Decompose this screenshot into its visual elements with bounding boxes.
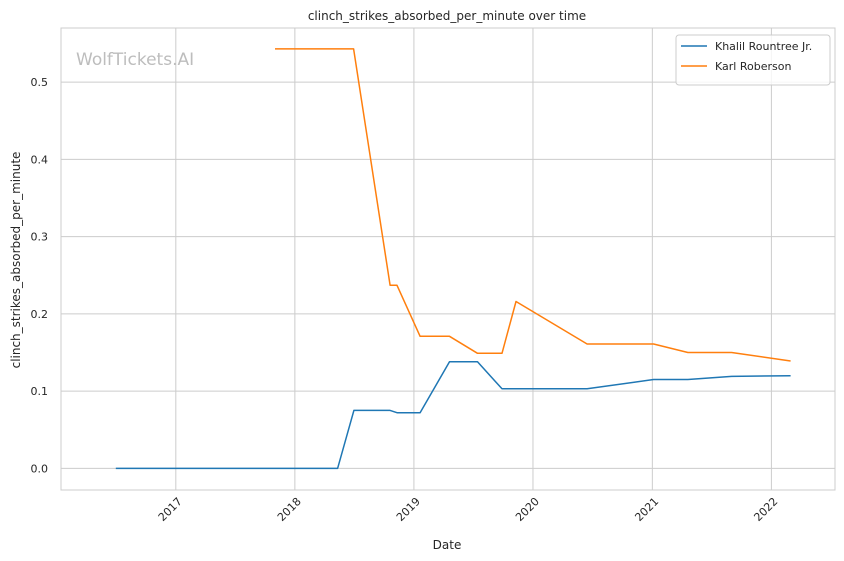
- series-line-2: [275, 48, 791, 362]
- y-tick-label: 0.1: [31, 385, 49, 398]
- y-tick-label: 0.2: [31, 308, 49, 321]
- legend-label-2: Karl Roberson: [715, 60, 791, 73]
- y-tick-label: 0.4: [31, 153, 49, 166]
- plot-frame: [60, 27, 836, 491]
- watermark: WolfTickets.AI: [76, 50, 194, 70]
- y-axis: 0.0 0.1 0.2 0.3 0.4 0.5: [31, 76, 49, 475]
- y-tick-label: 0.5: [31, 76, 49, 89]
- legend-label-1: Khalil Rountree Jr.: [715, 40, 812, 53]
- series-lines: [115, 48, 791, 470]
- y-tick-label: 0.0: [31, 462, 49, 475]
- legend: Khalil Rountree Jr. Karl Roberson: [675, 34, 831, 86]
- grid: [61, 28, 835, 490]
- legend-box: [675, 34, 831, 86]
- y-tick-label: 0.3: [31, 231, 49, 244]
- series-line-1: [115, 361, 791, 470]
- y-axis-label: clinch_strikes_absorbed_per_minute: [9, 152, 23, 369]
- x-axis-label: Date: [433, 538, 462, 552]
- chart-title: clinch_strikes_absorbed_per_minute over …: [308, 9, 586, 23]
